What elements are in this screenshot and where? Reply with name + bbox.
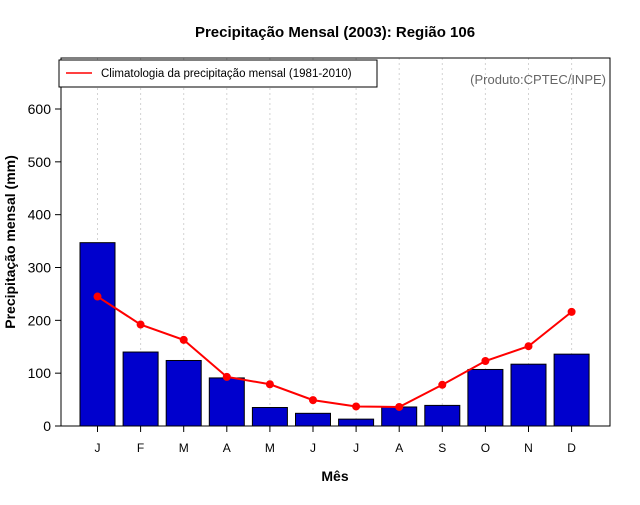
x-tick-label: J <box>95 441 101 455</box>
y-tick-label: 600 <box>28 101 52 117</box>
chart-title: Precipitação Mensal (2003): Região 106 <box>195 24 475 41</box>
climatology-point <box>222 372 231 381</box>
climatology-point <box>136 320 145 329</box>
climatology-point <box>309 396 317 405</box>
bar <box>338 418 375 427</box>
bar <box>79 242 116 427</box>
y-tick-label: 100 <box>28 365 52 381</box>
y-axis: 0 100 200 300 400 500 600 <box>28 101 61 434</box>
climatology-polyline <box>96 295 573 408</box>
x-tick-label: S <box>438 441 446 455</box>
y-axis-label: Precipitação mensal (mm) <box>2 155 18 329</box>
climatology-point <box>438 380 447 389</box>
legend-box <box>58 59 378 88</box>
legend: Climatologia da precipitação mensal (198… <box>58 59 378 88</box>
climatology-point <box>567 307 576 316</box>
climatology-point <box>93 292 102 301</box>
climatology-point <box>265 380 274 389</box>
bar <box>122 351 159 427</box>
bar <box>165 359 202 427</box>
climatology-point <box>395 402 404 411</box>
bar <box>467 368 504 427</box>
bar <box>553 353 590 427</box>
x-tick-label: A <box>395 441 403 455</box>
bars <box>79 242 590 427</box>
y-tick-label: 300 <box>28 260 52 276</box>
climatology-point <box>481 357 490 366</box>
bar <box>208 377 245 427</box>
climatology-line <box>93 292 576 411</box>
x-tick-label: O <box>481 441 490 455</box>
source-annotation: (Produto:CPTEC/INPE) <box>470 72 606 87</box>
climatology-point <box>524 342 533 351</box>
x-tick-label: J <box>310 441 316 455</box>
y-tick-label: 0 <box>43 418 51 434</box>
bar <box>424 404 461 427</box>
legend-label: Climatologia da precipitação mensal (198… <box>101 68 352 80</box>
x-tick-label: M <box>179 441 189 455</box>
x-axis-label: Mês <box>321 468 348 484</box>
y-tick-label: 200 <box>28 312 52 328</box>
climatology-point <box>179 335 188 344</box>
bar <box>510 363 547 427</box>
x-tick-label: F <box>137 441 144 455</box>
plot-frame <box>60 57 611 427</box>
x-tick-label: J <box>353 441 359 455</box>
x-tick-label: D <box>567 441 576 455</box>
x-tick-label: M <box>265 441 275 455</box>
y-tick-label: 400 <box>28 207 52 223</box>
bar <box>251 407 288 427</box>
x-tick-label: A <box>223 441 231 455</box>
y-tick-label: 500 <box>28 154 52 170</box>
bar <box>295 412 331 427</box>
x-tick-label: N <box>524 441 533 455</box>
climatology-point <box>352 402 361 411</box>
